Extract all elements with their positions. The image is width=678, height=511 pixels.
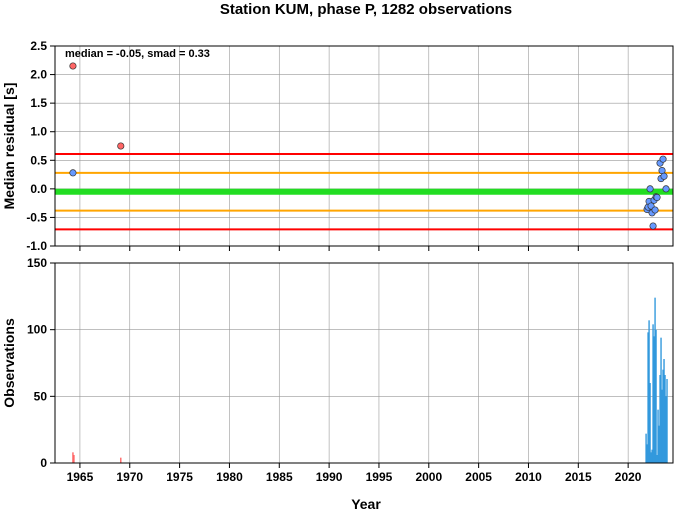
observation-bar bbox=[660, 337, 662, 463]
observation-bar bbox=[664, 375, 666, 463]
observation-bar bbox=[657, 409, 659, 463]
residual-point bbox=[69, 169, 77, 177]
residual-point bbox=[646, 185, 654, 193]
year-x-tick-label: 1980 bbox=[216, 470, 243, 484]
observations-y-tick-label: 50 bbox=[34, 389, 48, 403]
residual-y-tick-label: -0.5 bbox=[26, 210, 47, 224]
observation-bar bbox=[665, 396, 667, 463]
residual-y-tick-label: 0.0 bbox=[30, 182, 47, 196]
observations-bars bbox=[72, 297, 668, 463]
residual-grid bbox=[55, 45, 673, 247]
year-x-ticks: 1965 1970 1975 1980 1985 1990 1995 2000 2005 2010… bbox=[67, 246, 642, 484]
year-x-tick-label: 2020 bbox=[615, 470, 642, 484]
year-x-tick-label: 1970 bbox=[116, 470, 143, 484]
observation-bar bbox=[658, 425, 660, 463]
observations-y-tick-label: 0 bbox=[40, 456, 47, 470]
residual-y-ticks: -1.0 -0.5 0.0 0.5 1.0 1.5 2.0 2.5 bbox=[26, 39, 55, 253]
residual-y-tick-label: 2.5 bbox=[30, 39, 47, 53]
residual-point bbox=[69, 62, 77, 70]
year-x-tick-label: 1995 bbox=[366, 470, 393, 484]
observations-frame bbox=[54, 262, 674, 464]
observations-y-tick-label: 150 bbox=[27, 256, 47, 270]
observations-grid bbox=[55, 262, 673, 464]
observation-bar bbox=[650, 452, 652, 463]
observation-bar bbox=[663, 359, 665, 463]
observation-bar bbox=[661, 389, 663, 463]
residual-y-tick-label: 2.0 bbox=[30, 68, 47, 82]
year-x-tick-label: 1965 bbox=[67, 470, 94, 484]
residual-point bbox=[651, 206, 659, 214]
residual-y-tick-label: 1.0 bbox=[30, 125, 47, 139]
residual-y-tick-label: 1.5 bbox=[30, 96, 47, 110]
observation-bar bbox=[656, 455, 658, 463]
observation-bar bbox=[666, 379, 668, 463]
observation-bar bbox=[120, 457, 122, 463]
residual-reference-lines bbox=[55, 153, 673, 231]
residual-y-axis-label: Median residual [s] bbox=[1, 83, 17, 210]
observation-bar bbox=[648, 320, 650, 463]
residual-y-tick-label: -1.0 bbox=[26, 239, 47, 253]
observation-bar bbox=[646, 444, 648, 463]
year-x-tick-label: 2005 bbox=[465, 470, 492, 484]
observations-y-axis-label: Observations bbox=[1, 318, 17, 408]
residual-panel: -1.0 -0.5 0.0 0.5 1.0 1.5 2.0 2.5 median = -0.0… bbox=[1, 39, 674, 253]
residual-frame bbox=[54, 45, 674, 247]
x-axis-label: Year bbox=[351, 496, 381, 511]
observation-bar bbox=[73, 455, 75, 463]
residual-y-tick-label: 0.5 bbox=[30, 153, 47, 167]
observation-bar bbox=[651, 449, 653, 463]
observation-bar bbox=[653, 336, 655, 463]
observations-y-tick-label: 100 bbox=[27, 323, 47, 337]
observations-y-ticks: 0 50 100 150 bbox=[27, 256, 55, 470]
observation-bar bbox=[659, 375, 661, 463]
year-x-tick-label: 1990 bbox=[316, 470, 343, 484]
observation-bar bbox=[649, 383, 651, 463]
observation-bar bbox=[654, 297, 656, 463]
observations-panel: 0 50 100 150 Observations bbox=[1, 256, 674, 470]
chart-title: Station KUM, phase P, 1282 observations bbox=[220, 1, 512, 18]
residual-point bbox=[117, 142, 125, 150]
year-x-tick-label: 1975 bbox=[166, 470, 193, 484]
residual-point bbox=[660, 172, 668, 180]
observation-bar bbox=[645, 433, 647, 463]
observation-bar bbox=[652, 324, 654, 463]
year-x-tick-label: 1985 bbox=[266, 470, 293, 484]
residual-point bbox=[662, 185, 670, 193]
stats-annotation: median = -0.05, smad = 0.33 bbox=[65, 48, 210, 60]
year-x-tick-label: 2010 bbox=[515, 470, 542, 484]
residual-point bbox=[653, 193, 661, 201]
residual-point bbox=[649, 222, 657, 230]
observation-bar bbox=[72, 452, 74, 463]
residual-points bbox=[69, 62, 670, 230]
observation-bar bbox=[647, 332, 649, 463]
observation-bar bbox=[662, 369, 664, 463]
residual-point bbox=[659, 155, 667, 163]
year-x-tick-label: 2015 bbox=[565, 470, 592, 484]
year-x-tick-label: 2000 bbox=[415, 470, 442, 484]
observation-bar bbox=[655, 329, 657, 463]
